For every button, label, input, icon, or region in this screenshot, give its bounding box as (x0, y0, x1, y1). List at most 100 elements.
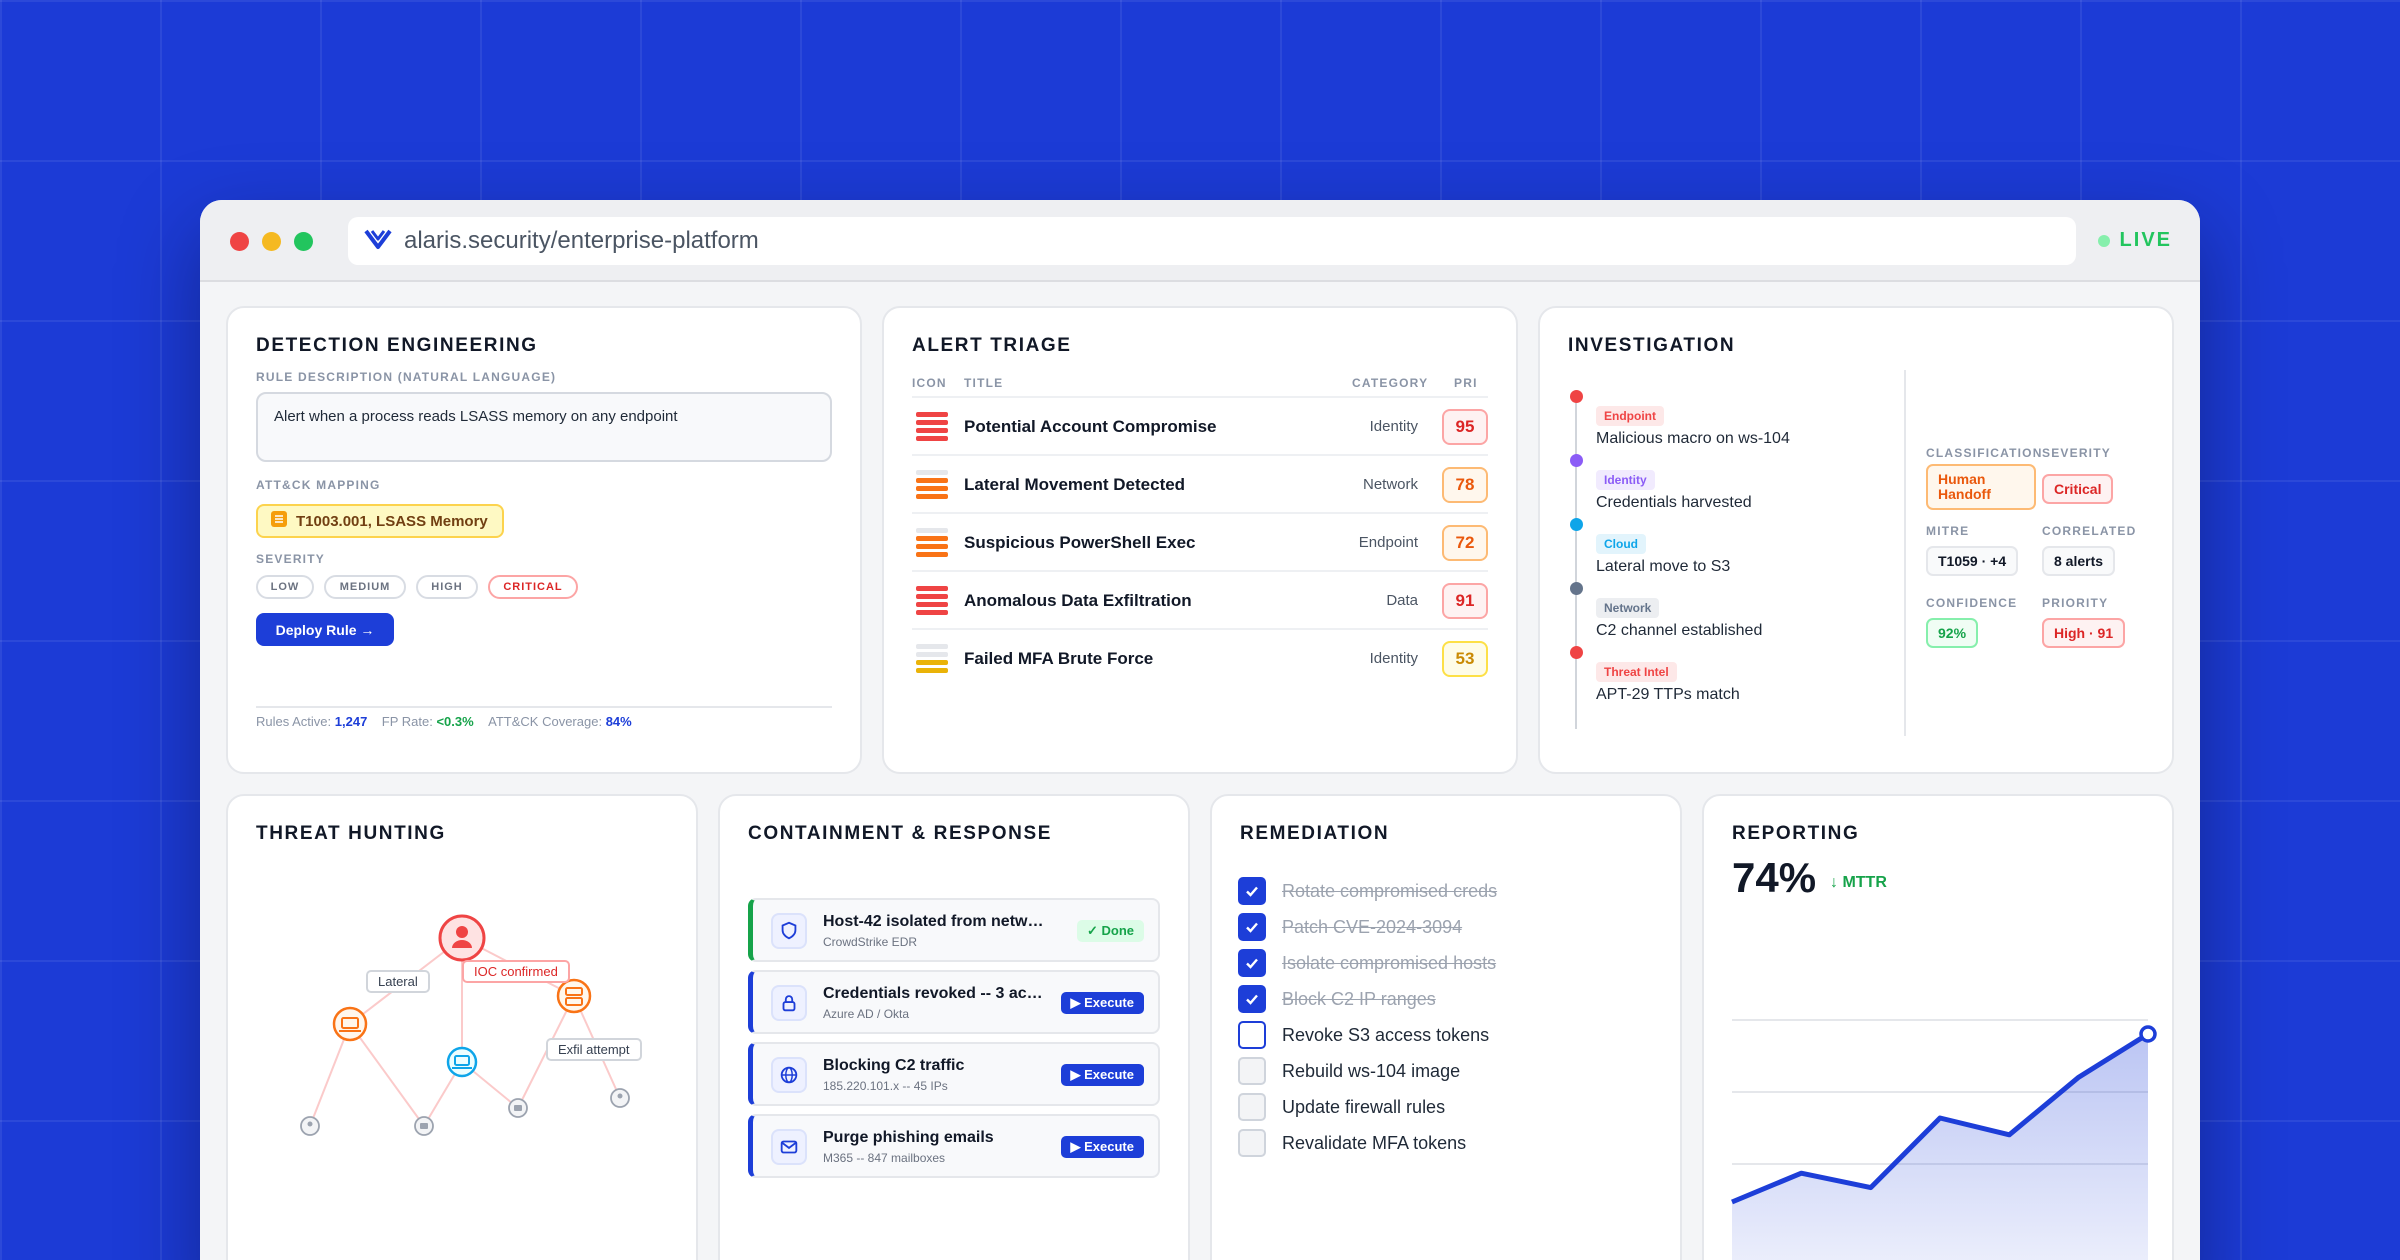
correlated-value[interactable]: 8 alerts (2042, 546, 2116, 576)
execute-button[interactable]: ▶ Execute (1060, 1064, 1144, 1086)
timeline-event[interactable]: Credentials harvested (1596, 494, 1752, 511)
severity-high-option[interactable]: HIGH (416, 575, 478, 599)
checkbox[interactable] (1238, 1093, 1266, 1121)
chart-series-line (1731, 1031, 2150, 1205)
threat-graph (300, 914, 630, 1136)
alert-category: Identity (1369, 418, 1418, 435)
card-title: INVESTIGATION (1568, 335, 1736, 356)
remediation-label: Isolate compromised hosts (1282, 952, 1497, 973)
alert-row[interactable]: Failed MFA Brute Force Identity 53 (912, 628, 1488, 686)
exfil-attempt-label: Exfil attempt (546, 1038, 642, 1061)
remediation-item[interactable]: Patch CVE-2024-3094 (1238, 912, 1462, 942)
cloud-host-node-icon[interactable] (446, 1046, 478, 1078)
remediation-item[interactable]: Isolate compromised hosts (1238, 948, 1496, 978)
action-title: Credentials revoked -- 3 accounts (823, 985, 1047, 1002)
attack-mapping-chip[interactable]: T1003.001, LSASS Memory (256, 504, 504, 538)
card-title: REMEDIATION (1240, 823, 1390, 844)
timeline-dot (1570, 646, 1583, 659)
address-bar[interactable]: alaris.security/enterprise-platform (348, 217, 2076, 265)
remediation-item[interactable]: Rotate compromised creds (1238, 876, 1497, 906)
timeline-event[interactable]: Malicious macro on ws-104 (1596, 430, 1790, 447)
remediation-item[interactable]: Block C2 IP ranges (1238, 984, 1436, 1014)
alert-category: Endpoint (1358, 534, 1418, 551)
remediation-item[interactable]: Revoke S3 access tokens (1238, 1020, 1489, 1050)
url-text: alaris.security/enterprise-platform (404, 227, 759, 254)
classification-label: CLASSIFICATION (1926, 446, 2043, 460)
globe-icon (771, 1057, 807, 1093)
priority-bars-icon (916, 412, 948, 444)
priority-value[interactable]: High · 91 (2042, 618, 2126, 648)
checkbox[interactable] (1238, 1129, 1266, 1157)
mail-icon (771, 1129, 807, 1165)
user-alert-icon[interactable] (438, 914, 486, 962)
remediation-item[interactable]: Revalidate MFA tokens (1238, 1128, 1466, 1158)
severity-low-option[interactable]: LOW (256, 575, 314, 599)
timeline-tag: Cloud (1596, 534, 1646, 554)
alert-category: Network (1362, 476, 1418, 493)
col-pri-header: PRI (1454, 376, 1478, 390)
alert-title: Potential Account Compromise (964, 417, 1217, 436)
severity-label: SEVERITY (2042, 446, 2111, 460)
alaris-logo-icon (364, 228, 392, 255)
reporting-chart (1731, 1019, 2157, 1260)
containment-action-row: Credentials revoked -- 3 accounts Azure A… (748, 970, 1160, 1034)
containment-action-row: Purge phishing emails M365 -- 847 mailbox… (748, 1114, 1160, 1178)
alert-row[interactable]: Suspicious PowerShell Exec Endpoint 72 (912, 512, 1488, 570)
deploy-rule-button[interactable]: Deploy Rule → (256, 613, 394, 646)
severity-medium-option[interactable]: MEDIUM (324, 575, 406, 599)
timeline-dot (1570, 390, 1583, 403)
timeline-event[interactable]: Lateral move to S3 (1596, 558, 1731, 575)
alert-row[interactable]: Anomalous Data Exfiltration Data 91 (912, 570, 1488, 628)
close-window-button[interactable] (230, 232, 249, 251)
attack-mapping-label: ATT&CK MAPPING (256, 478, 381, 492)
execute-button[interactable]: ▶ Execute (1060, 992, 1144, 1014)
alert-row[interactable]: Lateral Movement Detected Network 78 (912, 454, 1488, 512)
timeline-dot (1570, 454, 1583, 467)
ioc-confirmed-label: IOC confirmed (462, 960, 570, 983)
maximize-window-button[interactable] (294, 232, 313, 251)
laptop-node-icon[interactable] (332, 1006, 368, 1042)
timeline-event[interactable]: APT-29 TTPs match (1596, 686, 1740, 703)
alert-row[interactable]: Potential Account Compromise Identity 95 (912, 396, 1488, 454)
checkbox[interactable] (1238, 1057, 1266, 1085)
mitre-value[interactable]: T1059 · +4 (1926, 546, 2019, 576)
priority-bars-icon (916, 644, 948, 676)
checked-checkbox-icon[interactable] (1238, 877, 1266, 905)
timeline-dot (1570, 582, 1583, 595)
col-category-header: CATEGORY (1352, 376, 1429, 390)
confidence-value[interactable]: 92% (1926, 618, 1979, 648)
containment-response-card: CONTAINMENT & RESPONSE Host-42 isolated … (718, 794, 1190, 1260)
threat-hunting-card: THREAT HUNTING (226, 794, 698, 1260)
timeline-dot (1570, 518, 1583, 531)
execute-button[interactable]: ▶ Execute (1060, 1136, 1144, 1158)
reporting-big-value: 74% (1732, 854, 1817, 901)
priority-bars-icon (916, 586, 948, 618)
card-title: ALERT TRIAGE (912, 335, 1072, 356)
browser-window: alaris.security/enterprise-platform LIVE… (200, 200, 2200, 1260)
remediation-label: Patch CVE-2024-3094 (1282, 916, 1463, 937)
remediation-item[interactable]: Rebuild ws-104 image (1238, 1056, 1460, 1086)
timeline-event[interactable]: C2 channel established (1596, 622, 1763, 639)
confidence-label: CONFIDENCE (1926, 596, 2018, 610)
checked-checkbox-icon[interactable] (1238, 985, 1266, 1013)
severity-critical-option[interactable]: CRITICAL (488, 575, 578, 599)
chart-latest-point (2139, 1025, 2157, 1043)
alert-title: Anomalous Data Exfiltration (964, 591, 1192, 610)
checkbox[interactable] (1238, 1021, 1266, 1049)
remediation-label: Revalidate MFA tokens (1282, 1132, 1467, 1153)
live-label: LIVE (2119, 229, 2172, 251)
alert-title: Suspicious PowerShell Exec (964, 533, 1196, 552)
server-node-icon[interactable] (556, 978, 592, 1014)
live-indicator: LIVE (2097, 229, 2172, 252)
rule-description-input[interactable]: Alert when a process reads LSASS memory … (256, 392, 832, 462)
classification-value[interactable]: Human Handoff (1926, 464, 2036, 510)
action-source: M365 -- 847 mailboxes (823, 1151, 946, 1165)
browser-chrome: alaris.security/enterprise-platform LIVE (200, 200, 2200, 282)
minimize-window-button[interactable] (262, 232, 281, 251)
lateral-edge-label: Lateral (366, 970, 430, 993)
list-icon (270, 510, 288, 532)
checked-checkbox-icon[interactable] (1238, 949, 1266, 977)
remediation-item[interactable]: Update firewall rules (1238, 1092, 1445, 1122)
checked-checkbox-icon[interactable] (1238, 913, 1266, 941)
severity-value[interactable]: Critical (2042, 474, 2114, 504)
